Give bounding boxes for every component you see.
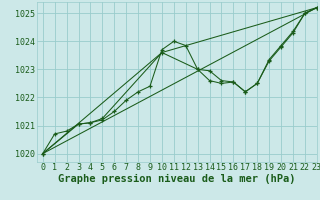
X-axis label: Graphe pression niveau de la mer (hPa): Graphe pression niveau de la mer (hPa)	[58, 174, 296, 184]
